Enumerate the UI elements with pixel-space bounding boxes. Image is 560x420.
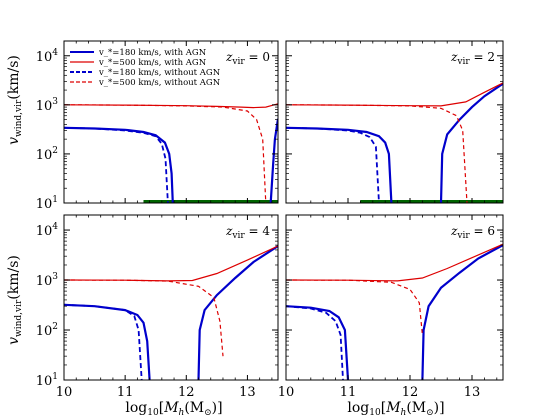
- y-tick-label: 103: [36, 272, 59, 289]
- legend-label-0: v_*=180 km/s, with AGN: [98, 48, 207, 58]
- y-tick-label: 101: [36, 372, 58, 389]
- x-axis-label-left: log10[Mh(M⊙)]: [125, 400, 222, 418]
- panel-frame: [285, 40, 504, 204]
- legend-label-1: v_*=500 km/s, with AGN: [98, 58, 207, 68]
- x-tick-label: 12: [178, 385, 195, 400]
- series-red-dashed-4: [286, 279, 423, 335]
- series-blue-solid-1: [439, 82, 503, 203]
- legend-label-2: v_*=180 km/s, without AGN: [98, 68, 221, 78]
- x-tick-label: 13: [239, 385, 256, 400]
- series-red-dashed-4: [286, 104, 468, 203]
- y-axis-label-top: vwind,vir(km/s): [6, 55, 24, 145]
- z-label: zvir = 2: [450, 50, 495, 67]
- panel-1: zvir = 2: [285, 40, 504, 204]
- y-tick-label: 101: [36, 195, 58, 212]
- series-blue-dashed-2: [286, 126, 380, 203]
- panel-0: 101 102 103 104 zvir = 0: [36, 40, 279, 212]
- series-blue-solid-1: [269, 118, 278, 203]
- x-tick-label: 12: [402, 385, 419, 400]
- y-tick-label: 104: [36, 222, 59, 239]
- series-red-solid-3: [286, 243, 503, 282]
- z-label: zvir = 0: [225, 50, 270, 67]
- y-tick-label: 102: [36, 146, 58, 163]
- series-red-dashed-4: [64, 104, 267, 203]
- series-blue-solid-1: [421, 244, 503, 380]
- series-blue-dashed-2: [286, 305, 344, 380]
- series-red-solid-3: [286, 82, 503, 107]
- series-red-solid-3: [64, 245, 278, 282]
- series-red-dashed-4: [64, 279, 224, 357]
- green-band-0: [360, 200, 503, 203]
- z-label: zvir = 4: [225, 224, 270, 241]
- x-tick-label: 11: [340, 385, 357, 400]
- panel-2: 10 11 12 13 101 102 103 104 zvir = 4: [36, 214, 279, 400]
- plot-area: [286, 215, 503, 380]
- series-blue-dashed-2: [64, 303, 143, 380]
- y-axis-label-bottom: vwind,vir(km/s): [6, 255, 24, 345]
- panel-frame: [285, 214, 504, 381]
- z-label: zvir = 6: [450, 224, 495, 241]
- y-tick-label: 104: [36, 48, 59, 65]
- plot-area: [286, 41, 503, 203]
- series-blue-solid-1: [197, 245, 278, 380]
- series-blue-solid-0: [64, 303, 151, 380]
- panel-frame: [63, 214, 279, 381]
- x-tick-label: 10: [56, 385, 73, 400]
- x-tick-label: 10: [278, 385, 295, 400]
- x-tick-label: 13: [464, 385, 481, 400]
- panel-frame: [63, 40, 279, 204]
- x-axis-label-right: log10[Mh(M⊙)]: [347, 400, 444, 418]
- y-tick-label: 102: [36, 322, 58, 339]
- legend-label-3: v_*=500 km/s, without AGN: [98, 78, 221, 88]
- panel-3: 10 11 12 13 zvir = 6: [278, 214, 504, 400]
- y-tick-label: 103: [36, 97, 59, 114]
- series-blue-dashed-2: [64, 126, 169, 203]
- x-tick-label: 11: [117, 385, 134, 400]
- plot-area: [64, 215, 278, 380]
